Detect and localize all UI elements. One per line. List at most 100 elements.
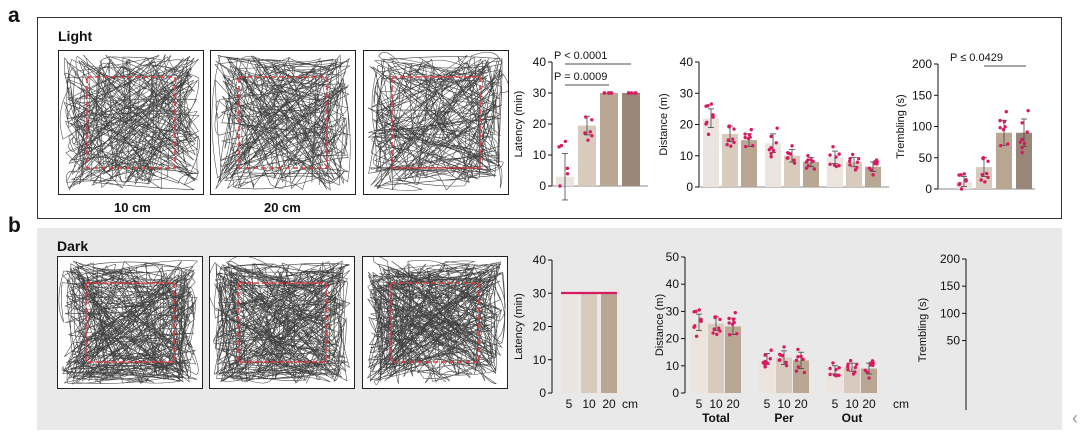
data-point bbox=[855, 160, 860, 164]
bar bbox=[844, 367, 860, 393]
data-point bbox=[1025, 130, 1029, 134]
data-point bbox=[586, 138, 590, 142]
data-point bbox=[837, 373, 841, 377]
data-point bbox=[796, 347, 800, 352]
data-point bbox=[761, 361, 766, 365]
x-tick-label: 5 bbox=[832, 397, 839, 411]
arena-label-10cm: 10 cm bbox=[114, 200, 151, 215]
y-tick-label: 40 bbox=[533, 55, 547, 69]
data-point bbox=[732, 140, 736, 145]
data-point bbox=[769, 155, 773, 159]
center-zone-outline bbox=[391, 76, 481, 169]
y-axis-label: Latency (min) bbox=[513, 293, 525, 360]
data-point bbox=[871, 363, 875, 368]
y-tick-label: 50 bbox=[947, 334, 961, 348]
chevron-left-icon[interactable]: ‹ bbox=[1072, 408, 1078, 428]
data-point bbox=[769, 134, 773, 139]
y-tick-label: 0 bbox=[672, 386, 679, 400]
x-tick-label: 10 bbox=[777, 397, 791, 411]
data-point bbox=[812, 167, 817, 171]
data-point bbox=[711, 331, 715, 335]
data-point bbox=[981, 155, 986, 160]
data-point bbox=[998, 118, 1002, 123]
data-point bbox=[811, 159, 815, 164]
dark-trembling-chart: 50 100 150 200 Trembling (s) bbox=[917, 252, 967, 410]
bar bbox=[703, 118, 719, 187]
data-point bbox=[998, 125, 1002, 130]
data-point bbox=[959, 187, 964, 191]
y-axis-label: Distance (m) bbox=[654, 294, 666, 356]
x-tick-label: 5 bbox=[764, 397, 771, 411]
data-point bbox=[865, 370, 869, 375]
data-point bbox=[725, 142, 729, 147]
data-point bbox=[962, 172, 966, 176]
data-point bbox=[850, 152, 855, 157]
panel-b-label: b bbox=[8, 214, 21, 237]
data-point bbox=[848, 156, 852, 161]
data-point bbox=[799, 354, 803, 359]
center-zone-outline bbox=[238, 76, 328, 169]
bar bbox=[865, 166, 881, 187]
y-tick-label: 10 bbox=[533, 148, 547, 162]
data-point bbox=[715, 332, 719, 337]
arena-track-svg bbox=[58, 260, 199, 385]
data-point bbox=[590, 134, 594, 138]
data-point bbox=[692, 325, 696, 329]
y-tick-label: 20 bbox=[533, 117, 547, 131]
group-label: Total bbox=[702, 411, 730, 425]
data-point bbox=[784, 360, 788, 365]
dark-latency-chart: 0 10 20 30 40 Latency (min) 5 10 20 cm bbox=[513, 253, 638, 411]
data-point bbox=[743, 132, 747, 136]
data-point bbox=[847, 159, 852, 163]
data-point bbox=[697, 308, 701, 312]
data-point bbox=[731, 317, 736, 321]
data-point bbox=[732, 320, 736, 325]
data-point bbox=[778, 358, 782, 362]
light-latency-chart: 0 10 20 30 40 Latency (min) P < 0.0001 P = 0.00… bbox=[513, 50, 648, 201]
arena-track-svg bbox=[367, 257, 506, 385]
x-tick-label: 20 bbox=[862, 397, 876, 411]
data-point bbox=[867, 376, 871, 380]
x-tick-label: 10 bbox=[845, 397, 859, 411]
bar bbox=[581, 293, 597, 393]
data-point bbox=[1006, 142, 1010, 146]
center-zone-outline bbox=[86, 76, 176, 169]
data-point bbox=[854, 362, 859, 367]
x-tick-label: 10 bbox=[709, 397, 723, 411]
data-point bbox=[704, 122, 708, 126]
data-point bbox=[782, 345, 786, 349]
arena-label-20cm: 20 cm bbox=[264, 200, 301, 215]
data-point bbox=[729, 144, 733, 148]
bar bbox=[691, 322, 707, 393]
x-tick-label: 10 bbox=[582, 397, 596, 411]
data-point bbox=[727, 316, 731, 321]
data-point bbox=[792, 161, 797, 165]
data-point bbox=[778, 352, 782, 357]
data-point bbox=[834, 367, 838, 372]
data-point bbox=[784, 363, 789, 368]
data-point bbox=[802, 370, 807, 375]
y-tick-label: 0 bbox=[539, 179, 546, 193]
data-point bbox=[1022, 141, 1027, 146]
panel-a-label: a bbox=[8, 4, 20, 27]
dark-arena-10cm bbox=[209, 256, 355, 389]
y-axis-label: Trembling (s) bbox=[917, 298, 929, 362]
data-point bbox=[732, 127, 736, 131]
data-point bbox=[979, 178, 983, 182]
data-point bbox=[713, 315, 718, 319]
data-point bbox=[1001, 127, 1006, 132]
data-point bbox=[828, 372, 832, 377]
data-point bbox=[584, 115, 588, 119]
data-point bbox=[583, 131, 587, 135]
light-condition-title: Light bbox=[58, 28, 93, 44]
data-point bbox=[834, 374, 839, 378]
bar bbox=[561, 293, 577, 393]
data-point bbox=[848, 163, 852, 167]
bar bbox=[759, 359, 775, 393]
y-tick-label: 10 bbox=[680, 149, 694, 163]
data-point bbox=[767, 147, 772, 152]
bar bbox=[601, 293, 617, 393]
data-point bbox=[1020, 121, 1024, 125]
data-point bbox=[851, 372, 856, 376]
light-panel: Light 10 cm 20 cm bbox=[37, 17, 1062, 219]
